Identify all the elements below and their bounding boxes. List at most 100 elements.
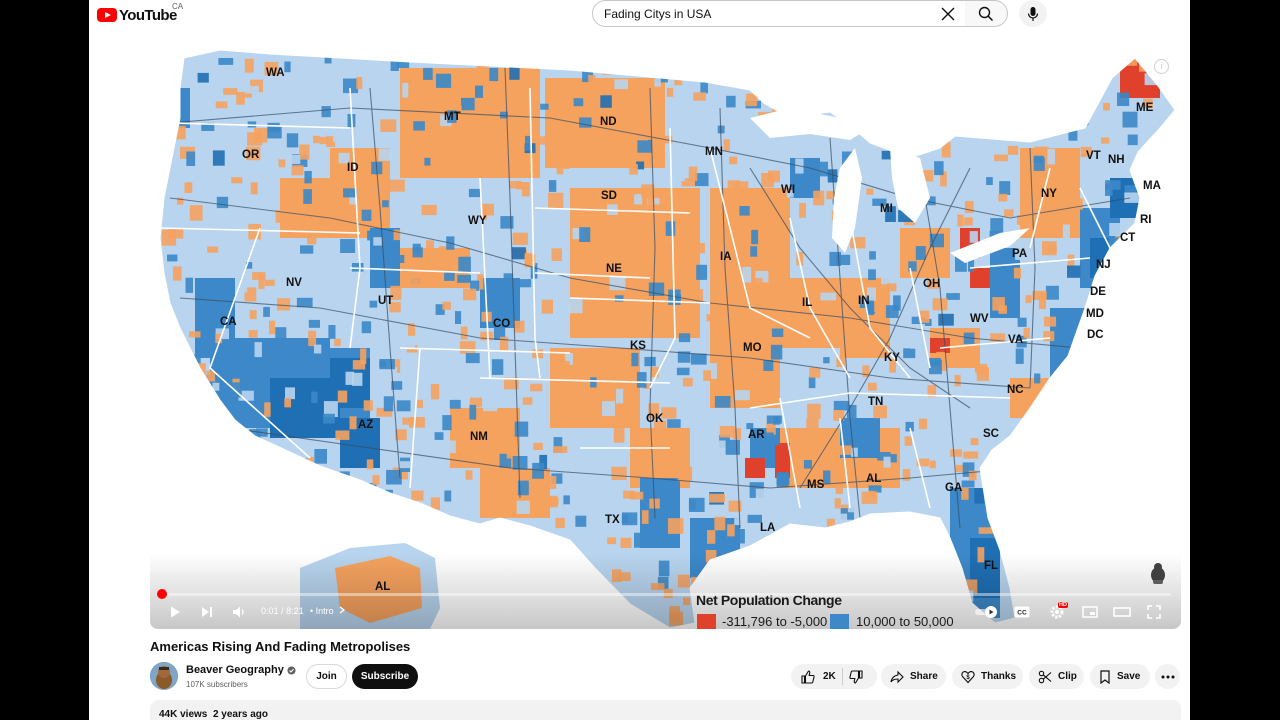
county-cell — [442, 301, 451, 310]
like-divider — [841, 668, 843, 685]
county-cell — [382, 200, 389, 208]
county-cell — [392, 359, 401, 373]
thumbs-down-icon — [849, 669, 863, 684]
save-button[interactable]: Save — [1090, 664, 1150, 689]
subtitles-button[interactable]: CC — [1011, 601, 1033, 623]
county-cell — [1105, 180, 1121, 190]
county-cell — [430, 497, 440, 510]
county-cell — [666, 87, 674, 97]
county-cell — [300, 245, 314, 254]
county-cell — [455, 311, 462, 324]
county-cell — [440, 114, 452, 127]
like-button[interactable]: 2K — [791, 669, 836, 684]
county-cell — [343, 78, 359, 94]
search-button[interactable] — [965, 0, 1008, 27]
autoplay-toggle[interactable] — [973, 601, 1001, 623]
clear-search-icon[interactable] — [937, 3, 959, 25]
county-cell — [941, 142, 951, 158]
county-cell — [929, 233, 944, 248]
progress-scrubber[interactable] — [157, 589, 168, 599]
chevron-right-icon — [339, 606, 346, 614]
county-cell — [661, 407, 677, 419]
county-cell — [503, 273, 513, 290]
state-label-wi: WI — [781, 184, 795, 196]
county-cell — [470, 280, 480, 291]
county-cell — [634, 194, 643, 205]
theater-mode-button[interactable] — [1111, 601, 1133, 623]
county-cell — [733, 529, 745, 544]
subscribe-button[interactable]: Subscribe — [352, 664, 418, 689]
county-cell — [319, 136, 328, 145]
dislike-button[interactable] — [849, 669, 863, 684]
county-cell — [1016, 335, 1027, 348]
county-cell — [915, 246, 926, 260]
channel-name-link[interactable]: Beaver Geography — [186, 664, 296, 676]
search-input[interactable]: Fading Citys in USA — [592, 0, 966, 27]
more-actions-button[interactable] — [1155, 664, 1180, 689]
play-button[interactable] — [164, 601, 186, 623]
thanks-button[interactable]: $ Thanks — [952, 664, 1023, 689]
clip-button[interactable]: Clip — [1029, 664, 1084, 689]
county-cell — [918, 310, 930, 323]
share-label: Share — [910, 671, 938, 682]
county-cell — [811, 441, 819, 451]
county-cell — [697, 243, 705, 254]
county-cell — [1044, 316, 1057, 327]
county-cell — [352, 372, 363, 386]
county-cell — [340, 239, 356, 253]
county-cell — [525, 135, 532, 151]
county-cell — [267, 126, 282, 139]
channel-watermark-icon[interactable] — [1145, 560, 1171, 586]
join-button[interactable]: Join — [306, 664, 347, 689]
description-box[interactable]: 44K views 2 years ago — [150, 700, 1181, 720]
county-cell — [264, 61, 279, 76]
chapter-button[interactable]: • Intro — [310, 606, 346, 616]
search-query[interactable]: Fading Citys in USA — [604, 7, 712, 21]
county-cell — [620, 537, 632, 548]
mute-button[interactable] — [228, 601, 250, 623]
state-label-sd: SD — [601, 190, 617, 202]
county-cell — [1047, 148, 1055, 165]
county-cell — [465, 470, 473, 480]
county-cell — [412, 247, 423, 258]
progress-bar[interactable] — [157, 589, 1171, 599]
next-button[interactable] — [196, 601, 218, 623]
county-cell — [444, 490, 452, 502]
fullscreen-button[interactable] — [1143, 601, 1165, 623]
county-cell — [379, 359, 395, 370]
info-icon[interactable]: i — [1154, 59, 1169, 74]
county-cell — [755, 270, 769, 283]
county-cell — [582, 401, 593, 410]
county-cell — [390, 179, 405, 192]
county-cell — [361, 209, 372, 221]
county-cell — [977, 547, 985, 563]
county-cell — [755, 488, 765, 503]
county-cell — [763, 360, 774, 371]
video-player[interactable]: WA OR CA ID NV MT WY UT AZ CO NM ND SD NE KS OK TX MN IA MO… — [150, 48, 1181, 629]
settings-button[interactable]: HD — [1045, 601, 1069, 623]
county-cell — [612, 569, 622, 582]
county-cell — [746, 423, 754, 430]
map-region-darkblue — [340, 418, 380, 468]
youtube-logo[interactable]: YouTube CA — [97, 2, 183, 26]
state-label-dc: DC — [1087, 329, 1104, 341]
county-cell — [284, 398, 291, 408]
county-cell — [1124, 192, 1140, 203]
state-label-tn: TN — [868, 396, 883, 408]
county-cell — [774, 511, 781, 525]
county-cell — [216, 196, 229, 209]
county-cell — [459, 341, 476, 354]
county-cell — [867, 287, 876, 301]
time-display: 0:01 / 8:21 — [261, 606, 304, 616]
state-label-tx: TX — [605, 514, 620, 526]
share-button[interactable]: Share — [881, 664, 946, 689]
voice-search-button[interactable] — [1019, 0, 1047, 27]
channel-avatar[interactable] — [150, 662, 178, 690]
county-cell — [337, 278, 348, 291]
miniplayer-button[interactable] — [1079, 601, 1101, 623]
map-legend: Net Population Change -311,796 to -5,000… — [696, 592, 956, 629]
county-cell — [369, 190, 379, 204]
county-cell — [238, 284, 248, 293]
county-cell — [868, 269, 876, 281]
county-cell — [786, 303, 795, 319]
